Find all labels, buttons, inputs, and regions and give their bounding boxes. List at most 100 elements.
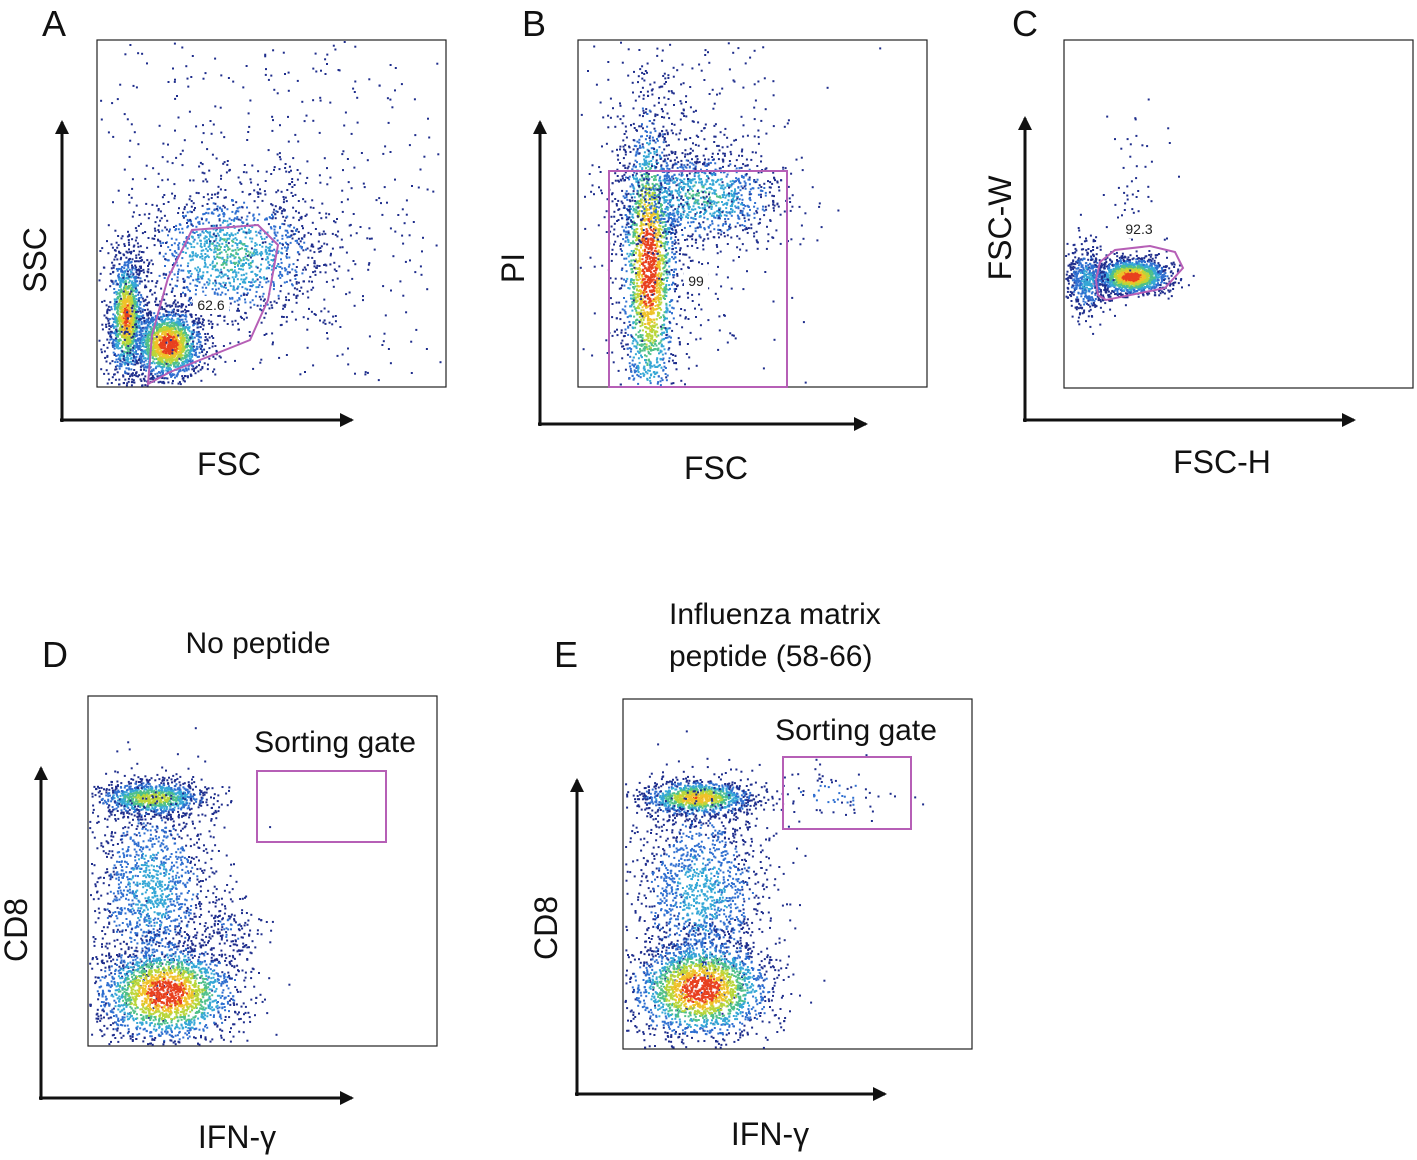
event-dot xyxy=(239,181,242,184)
event-dot xyxy=(272,119,274,122)
event-dot xyxy=(250,240,253,243)
event-dot xyxy=(137,347,140,350)
event-dot xyxy=(198,268,201,271)
event-dot xyxy=(143,336,145,339)
event-dot xyxy=(133,296,135,299)
event-dot xyxy=(181,257,184,260)
event-dot xyxy=(159,351,162,354)
event-dot xyxy=(309,249,312,252)
event-dot xyxy=(191,320,194,323)
event-dot xyxy=(315,70,318,73)
event-dot xyxy=(107,252,110,255)
event-dot xyxy=(177,322,180,325)
event-dot xyxy=(129,375,131,378)
event-dot xyxy=(243,318,245,321)
event-dot xyxy=(154,344,157,347)
event-dot xyxy=(274,267,277,270)
event-dot xyxy=(387,348,390,350)
event-dot xyxy=(214,202,217,205)
event-dot xyxy=(185,310,188,313)
event-dot xyxy=(132,289,135,292)
event-dot xyxy=(134,282,137,285)
event-dot xyxy=(125,343,128,345)
event-dot xyxy=(381,213,384,216)
event-dot xyxy=(198,355,200,358)
event-dot xyxy=(188,345,191,348)
event-dot xyxy=(155,365,158,368)
event-dot xyxy=(296,288,299,291)
event-dot xyxy=(127,315,130,318)
event-dot xyxy=(211,268,214,271)
event-dot xyxy=(243,248,246,251)
event-dot xyxy=(166,336,169,339)
event-dot xyxy=(122,280,125,283)
event-dot xyxy=(208,336,211,339)
event-dot xyxy=(130,289,133,291)
event-dot xyxy=(124,53,127,56)
event-dot xyxy=(172,310,175,313)
event-dot xyxy=(217,275,220,278)
event-dot xyxy=(126,309,128,312)
event-dot xyxy=(172,328,174,331)
event-dot xyxy=(106,317,109,320)
event-dot xyxy=(179,333,182,336)
event-dot xyxy=(187,310,190,313)
event-dot xyxy=(113,332,116,335)
event-dot xyxy=(126,326,129,329)
event-dot xyxy=(131,293,134,296)
event-dot xyxy=(216,293,219,296)
event-dot xyxy=(161,381,164,384)
event-dot xyxy=(117,358,120,361)
event-dot xyxy=(140,355,143,358)
event-dot xyxy=(109,285,112,288)
event-dot xyxy=(297,243,300,246)
event-dot xyxy=(177,356,180,359)
event-dot xyxy=(202,77,205,80)
event-dot xyxy=(367,268,370,271)
event-dot xyxy=(174,366,177,369)
event-dot xyxy=(132,84,135,87)
event-dot xyxy=(251,164,254,167)
event-dot xyxy=(314,270,317,273)
event-dot xyxy=(184,360,187,363)
event-dot xyxy=(184,311,187,314)
event-dot xyxy=(129,270,132,273)
event-dot xyxy=(190,334,193,337)
event-dot xyxy=(140,265,142,268)
event-dot xyxy=(220,177,222,180)
event-dot xyxy=(137,52,140,55)
event-dot xyxy=(164,354,167,357)
event-dot xyxy=(117,313,120,316)
event-dot xyxy=(127,241,130,244)
event-dot xyxy=(289,241,292,244)
event-dot xyxy=(283,267,286,270)
event-dot xyxy=(117,341,120,344)
event-dot xyxy=(114,378,117,381)
event-dot xyxy=(166,358,169,361)
event-dot xyxy=(115,298,118,301)
event-dot xyxy=(135,254,138,257)
event-dot xyxy=(194,366,197,369)
event-dot xyxy=(234,359,236,362)
event-dot xyxy=(197,192,200,195)
event-dot xyxy=(119,83,122,86)
event-dot xyxy=(232,240,235,243)
event-dot xyxy=(341,189,344,192)
event-dot xyxy=(213,255,216,258)
event-dot xyxy=(136,280,139,283)
event-dot xyxy=(271,129,274,132)
event-dot xyxy=(113,345,116,347)
event-dot xyxy=(146,334,149,337)
event-dot xyxy=(105,288,108,291)
event-dot xyxy=(211,345,214,348)
event-dot xyxy=(118,318,121,321)
event-dot xyxy=(192,279,195,282)
event-dot xyxy=(207,245,210,248)
event-dot xyxy=(233,218,236,221)
event-dot xyxy=(160,370,163,373)
event-dot xyxy=(259,232,262,235)
event-dot xyxy=(143,363,146,366)
event-dot xyxy=(173,273,176,276)
event-dot xyxy=(269,301,272,304)
event-dot xyxy=(117,273,120,276)
